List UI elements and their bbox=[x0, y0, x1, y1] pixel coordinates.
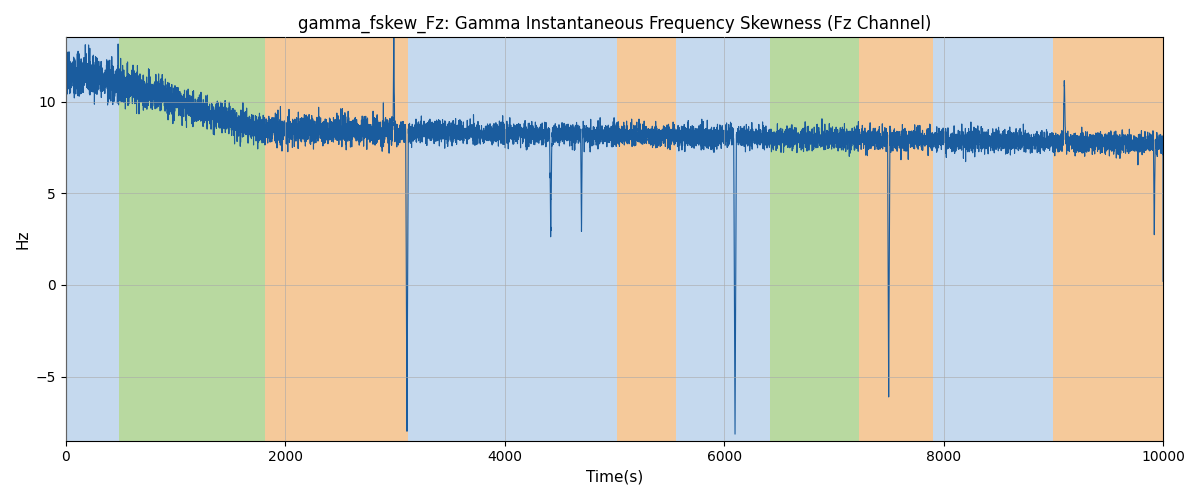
Bar bbox=[120, 38, 265, 440]
Bar bbox=[617, 38, 676, 440]
Bar bbox=[859, 38, 932, 440]
Title: gamma_fskew_Fz: Gamma Instantaneous Frequency Skewness (Fz Channel): gamma_fskew_Fz: Gamma Instantaneous Freq… bbox=[298, 15, 931, 34]
Bar bbox=[676, 38, 744, 440]
Bar bbox=[932, 38, 1054, 440]
Bar bbox=[456, 38, 617, 440]
Bar bbox=[770, 38, 859, 440]
Bar bbox=[744, 38, 770, 440]
Y-axis label: Hz: Hz bbox=[16, 230, 30, 249]
Bar bbox=[1054, 38, 1174, 440]
X-axis label: Time(s): Time(s) bbox=[586, 470, 643, 485]
Bar bbox=[66, 38, 120, 440]
Bar bbox=[265, 38, 408, 440]
Bar bbox=[408, 38, 456, 440]
